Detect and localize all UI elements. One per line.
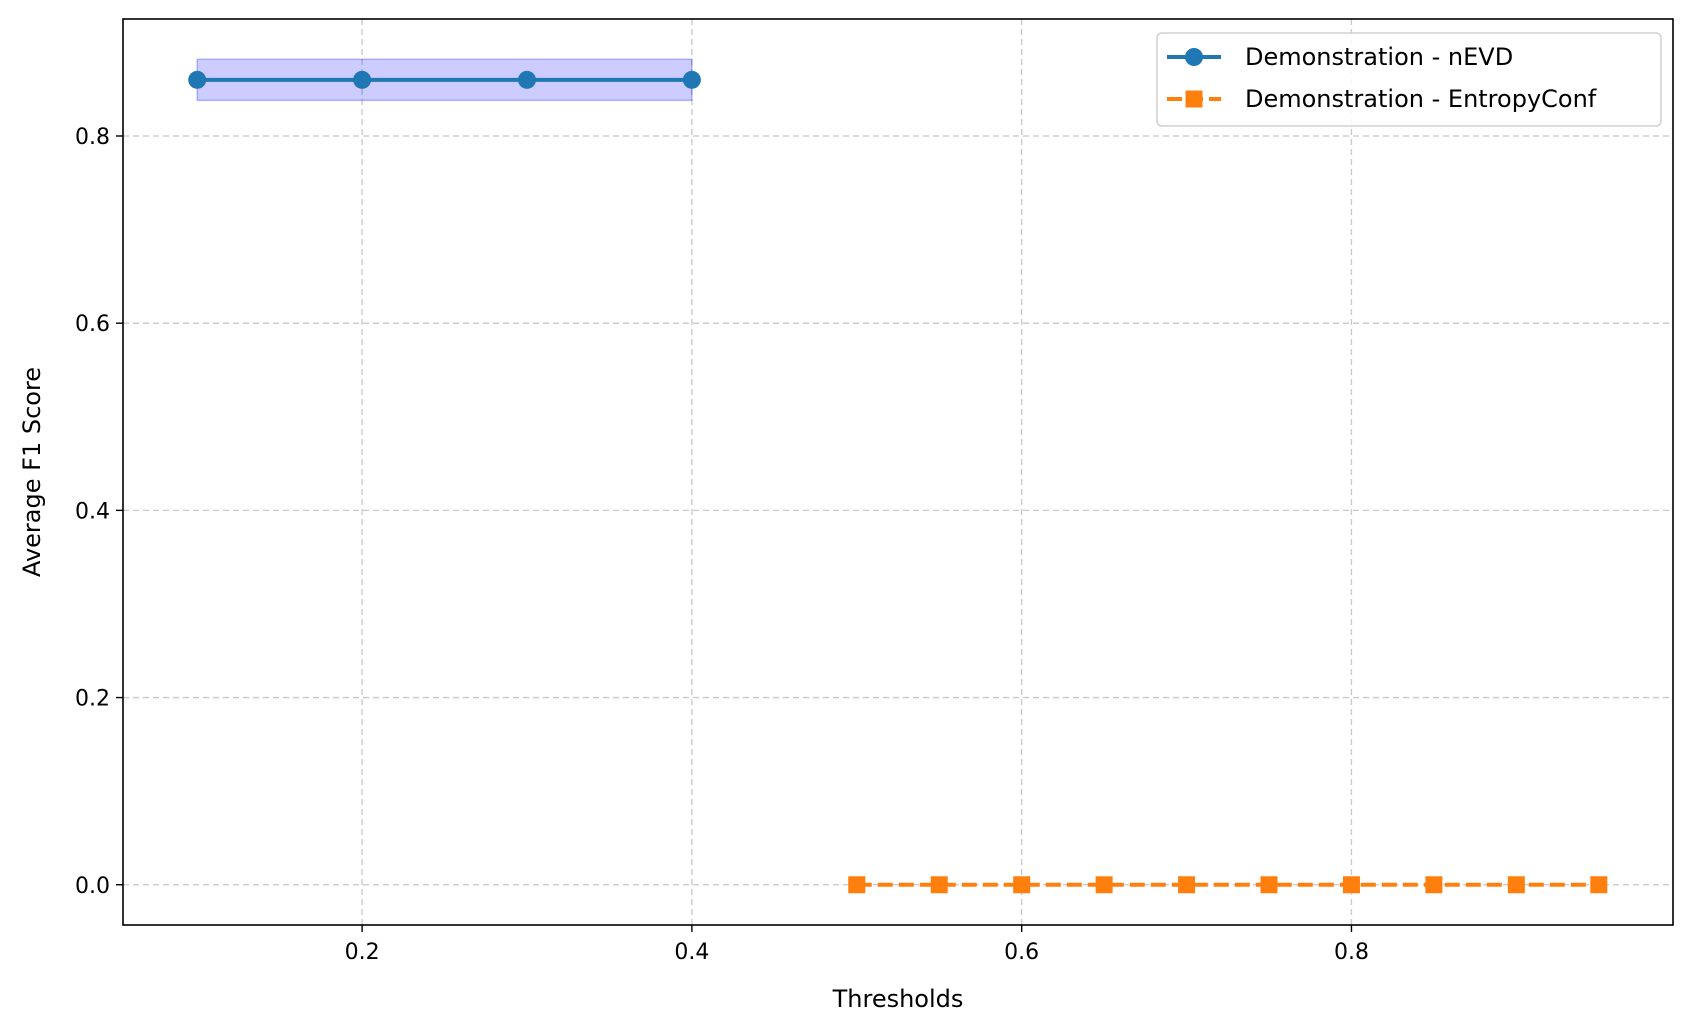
data-point <box>1342 876 1360 894</box>
legend-box <box>1156 32 1662 127</box>
x-tick-label: 0.2 <box>345 940 380 965</box>
legend-label: Demonstration - EntropyConf <box>1245 85 1597 113</box>
data-point <box>930 876 948 894</box>
axis-ticks: 0.2 0.4 0.6 0.8 0.0 0.2 0.4 0.6 0.8 <box>75 125 1369 965</box>
series-1 <box>188 70 701 89</box>
data-point <box>682 70 701 89</box>
y-tick-label: 0.4 <box>75 499 110 524</box>
data-point <box>1013 876 1031 894</box>
y-tick-label: 0.2 <box>75 687 110 712</box>
legend: Demonstration - nEVD Demonstration - Entr… <box>1156 32 1662 127</box>
legend-item: Demonstration - nEVD <box>1167 43 1513 71</box>
plot-area-frame <box>122 18 1674 926</box>
data-point <box>1590 876 1608 894</box>
y-tick-label: 0.0 <box>75 874 110 899</box>
series-2 <box>848 876 1608 894</box>
legend-label: Demonstration - nEVD <box>1245 43 1513 71</box>
data-point <box>188 70 207 89</box>
data-point <box>517 70 536 89</box>
series-lines <box>188 70 1608 894</box>
data-point <box>1095 876 1113 894</box>
data-point <box>848 876 866 894</box>
data-point <box>1260 876 1278 894</box>
legend-item: Demonstration - EntropyConf <box>1167 85 1597 113</box>
x-tick-label: 0.8 <box>1334 940 1369 965</box>
y-tick-label: 0.6 <box>75 312 110 337</box>
legend-marker <box>1185 90 1203 108</box>
y-tick-label: 0.8 <box>75 125 110 150</box>
legend-marker <box>1185 48 1203 66</box>
data-point <box>1425 876 1443 894</box>
data-point <box>353 70 372 89</box>
x-tick-label: 0.6 <box>1004 940 1039 965</box>
y-axis-label: Average F1 Score <box>18 367 46 577</box>
grid-lines <box>123 19 1673 925</box>
x-axis-label: Thresholds <box>832 985 964 1013</box>
data-point <box>1178 876 1196 894</box>
data-point <box>1507 876 1525 894</box>
x-tick-label: 0.4 <box>674 940 709 965</box>
